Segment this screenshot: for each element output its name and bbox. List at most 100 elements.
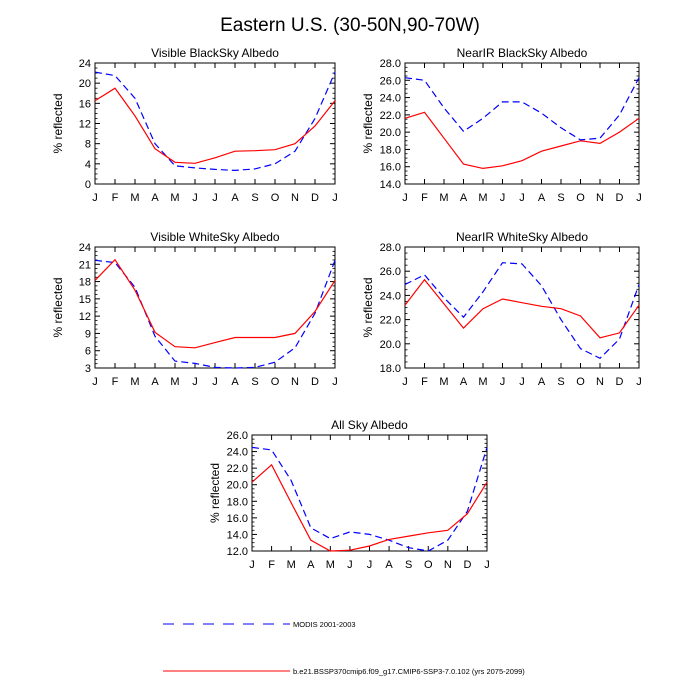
x-tick-label: S [251, 192, 258, 204]
x-tick-label: M [326, 559, 335, 571]
y-tick-label: 28.0 [380, 242, 401, 254]
legend-label-2: b.e21.BSSP370cmip6.f09_g17.CMIP6-SSP3-7.… [293, 667, 525, 676]
y-tick-label: 15 [79, 294, 91, 306]
chart-panel-4: NearIR WhiteSky Albedo % reflected 18.0 20.… [361, 230, 642, 388]
x-tick-label: M [170, 376, 179, 388]
x-tick-label: A [307, 559, 315, 571]
x-tick-label: J [332, 192, 338, 204]
x-tick-label: F [268, 559, 275, 571]
x-tick-label: J [332, 376, 338, 388]
y-tick-label: 8 [85, 139, 91, 151]
y-axis-label: % reflected [208, 463, 222, 523]
x-tick-label: J [192, 376, 198, 388]
x-tick-label: J [636, 376, 642, 388]
x-tick-label: A [460, 376, 468, 388]
legend-label-1: MODIS 2001-2003 [293, 620, 356, 629]
x-tick-label: D [463, 559, 471, 571]
y-tick-label: 24 [79, 58, 91, 70]
y-tick-label: 18.0 [380, 363, 401, 375]
y-tick-label: 16.0 [227, 513, 248, 525]
y-axis-label: % reflected [51, 277, 65, 337]
y-tick-label: 24 [79, 242, 91, 254]
y-tick-label: 14.0 [227, 529, 248, 541]
x-tick-label: J [192, 192, 198, 204]
x-tick-label: F [112, 192, 119, 204]
x-tick-label: J [519, 376, 525, 388]
x-tick-label: S [251, 376, 258, 388]
chart-panel-5: All Sky Albedo % reflected 12.0 14.0 16.0 18.… [208, 418, 490, 571]
plot-frame [251, 434, 488, 552]
x-tick-label: A [151, 376, 159, 388]
x-tick-label: D [616, 192, 624, 204]
x-tick-label: N [291, 192, 299, 204]
y-tick-label: 28.0 [380, 58, 401, 70]
y-tick-label: 18 [79, 277, 91, 289]
x-tick-label: O [271, 192, 280, 204]
y-tick-label: 24.0 [380, 93, 401, 105]
y-tick-label: 4 [85, 159, 91, 171]
x-tick-label: M [478, 192, 487, 204]
chart-panel-1: Visible BlackSky Albedo % reflected 0 4 8 12 1… [51, 46, 338, 204]
y-tick-label: 22.0 [380, 110, 401, 122]
x-tick-label: A [231, 192, 239, 204]
series-line-model [94, 258, 336, 349]
y-tick-label: 24.0 [227, 447, 248, 459]
y-tick-label: 26.0 [380, 266, 401, 278]
x-tick-label: D [311, 192, 319, 204]
figure-title: Eastern U.S. (30-50N,90-70W) [220, 15, 480, 36]
y-tick-label: 20 [79, 78, 91, 90]
x-tick-label: F [421, 376, 428, 388]
x-tick-label: J [92, 376, 98, 388]
x-tick-label: A [385, 559, 393, 571]
chart-panels: Visible BlackSky Albedo % reflected 0 4 8 12 1… [51, 46, 642, 571]
chart-title: Visible WhiteSky Albedo [150, 230, 280, 244]
x-tick-label: M [130, 376, 139, 388]
plot-frame [94, 62, 336, 185]
y-tick-label: 26.0 [380, 75, 401, 87]
y-tick-label: 24.0 [380, 290, 401, 302]
x-tick-label: M [439, 192, 448, 204]
y-tick-label: 6 [85, 346, 91, 358]
chart-title: Visible BlackSky Albedo [151, 46, 279, 60]
x-tick-label: A [151, 192, 159, 204]
x-tick-label: M [439, 376, 448, 388]
x-tick-label: J [519, 192, 525, 204]
x-tick-label: J [212, 376, 218, 388]
x-tick-label: J [347, 559, 353, 571]
x-tick-label: N [596, 192, 604, 204]
y-tick-label: 22.0 [227, 463, 248, 475]
x-tick-label: D [311, 376, 319, 388]
chart-panel-3: Visible WhiteSky Albedo % reflected 3 6 9 12 1… [51, 230, 338, 388]
x-tick-label: A [538, 376, 546, 388]
y-tick-label: 3 [85, 363, 91, 375]
y-tick-label: 20.0 [227, 480, 248, 492]
x-tick-label: M [287, 559, 296, 571]
y-tick-label: 20.0 [380, 339, 401, 351]
series-line-modis [404, 77, 640, 141]
chart-title: NearIR BlackSky Albedo [457, 46, 588, 60]
x-tick-label: O [576, 192, 585, 204]
x-tick-label: N [444, 559, 452, 571]
x-tick-label: M [130, 192, 139, 204]
y-axis-label: % reflected [361, 277, 375, 337]
series-line-modis [94, 259, 336, 369]
x-tick-label: S [557, 376, 564, 388]
y-axis-label: % reflected [361, 93, 375, 153]
x-tick-label: O [271, 376, 280, 388]
x-tick-label: J [402, 192, 408, 204]
plot-frame [94, 246, 336, 369]
chart-title: All Sky Albedo [331, 418, 408, 432]
plot-frame [404, 62, 640, 185]
y-tick-label: 14.0 [380, 179, 401, 191]
y-tick-label: 9 [85, 328, 91, 340]
y-tick-label: 22.0 [380, 315, 401, 327]
series-line-model [251, 463, 488, 552]
series-line-modis [251, 446, 488, 552]
x-tick-label: A [231, 376, 239, 388]
y-tick-label: 18.0 [227, 496, 248, 508]
y-axis-label: % reflected [51, 93, 65, 153]
x-tick-label: J [402, 376, 408, 388]
x-tick-label: J [367, 559, 373, 571]
chart-panel-2: NearIR BlackSky Albedo % reflected 14.0 16.… [361, 46, 642, 204]
